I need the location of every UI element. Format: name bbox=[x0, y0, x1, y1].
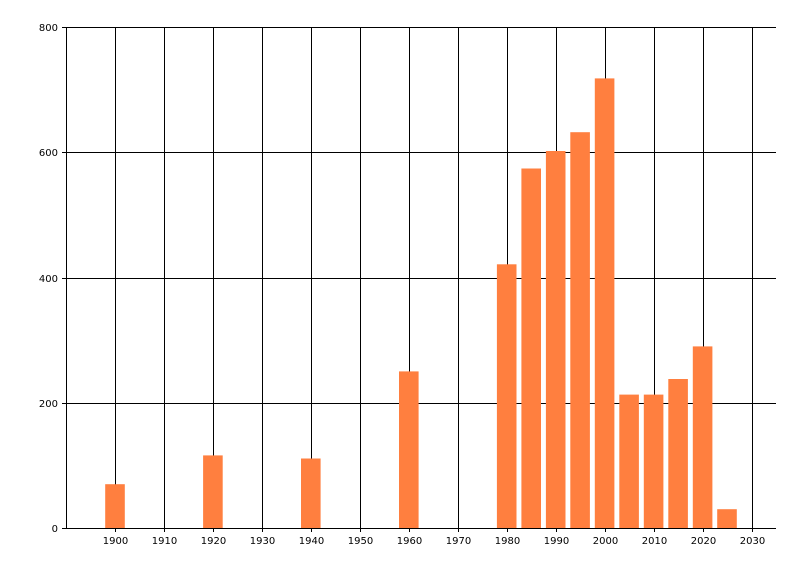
x-tick-label: 1900 bbox=[103, 536, 128, 547]
x-tick-label: 1970 bbox=[446, 536, 471, 547]
x-tick-label: 1940 bbox=[299, 536, 324, 547]
x-tick-label: 2030 bbox=[740, 536, 765, 547]
bar bbox=[643, 394, 664, 528]
bar bbox=[521, 168, 541, 528]
y-tick-label: 200 bbox=[39, 399, 58, 410]
x-tick-label: 2010 bbox=[642, 536, 667, 547]
bar bbox=[545, 151, 566, 528]
bar bbox=[203, 455, 223, 528]
x-tick-label: 2020 bbox=[691, 536, 716, 547]
x-tick-label: 1950 bbox=[348, 536, 373, 547]
x-tick-label: 2000 bbox=[593, 536, 618, 547]
x-tick-label: 1980 bbox=[495, 536, 520, 547]
x-tick-label: 1920 bbox=[201, 536, 226, 547]
bar bbox=[594, 78, 615, 529]
y-tick-label: 600 bbox=[39, 148, 58, 159]
axes bbox=[62, 27, 776, 532]
bar bbox=[619, 394, 639, 528]
bar bbox=[105, 484, 125, 528]
bar bbox=[399, 371, 419, 528]
bar bbox=[570, 132, 590, 528]
tick-labels: 0 200 400 600 800 1900 1910 1920 1930 1940 1950 196… bbox=[39, 23, 765, 547]
y-tick-label: 800 bbox=[39, 23, 58, 34]
y-tick-label: 400 bbox=[39, 274, 58, 285]
bar bbox=[692, 346, 713, 528]
y-tick-label: 0 bbox=[52, 524, 58, 535]
x-tick-label: 1930 bbox=[250, 536, 275, 547]
bar bbox=[301, 458, 321, 528]
bar bbox=[717, 509, 737, 528]
bar bbox=[496, 264, 517, 528]
bars bbox=[105, 78, 737, 529]
x-tick-label: 1990 bbox=[544, 536, 569, 547]
x-tick-label: 1960 bbox=[397, 536, 422, 547]
bar bbox=[668, 379, 688, 528]
x-tick-label: 1910 bbox=[152, 536, 177, 547]
